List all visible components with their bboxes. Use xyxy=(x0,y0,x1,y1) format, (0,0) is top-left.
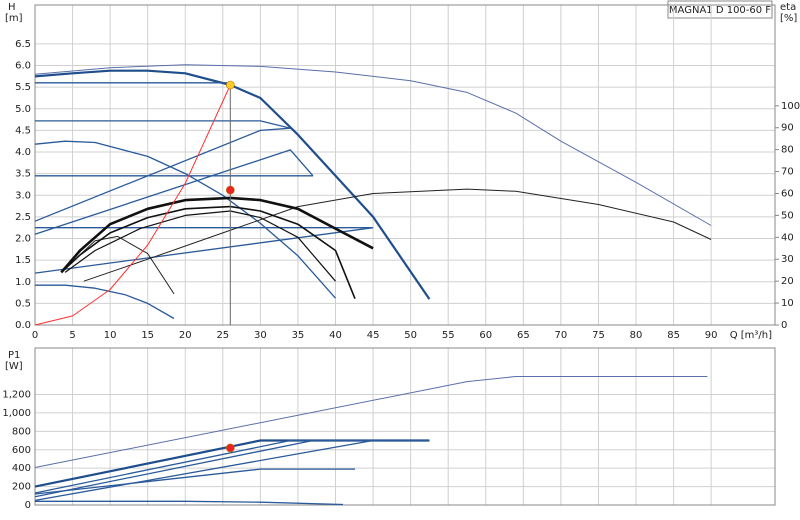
curve xyxy=(60,196,374,274)
y2-tick-label: 70 xyxy=(781,167,794,178)
y2-tick-label: 100 xyxy=(781,101,800,112)
y-tick-label: 5.0 xyxy=(15,104,31,115)
x-tick-label: 80 xyxy=(630,330,643,341)
x-tick-label: 90 xyxy=(705,330,718,341)
x-tick-label: 0 xyxy=(32,330,38,341)
chart-title: MAGNA1 D 100-60 F xyxy=(669,5,771,16)
x-tick-label: 85 xyxy=(667,330,680,341)
curve xyxy=(34,127,291,222)
y-tick-label: 1,200 xyxy=(2,390,31,401)
y-tick-label: 1.5 xyxy=(15,255,31,266)
y-tick-label: 0.5 xyxy=(15,298,31,309)
x-tick-label: 70 xyxy=(555,330,568,341)
operating-point xyxy=(226,185,235,195)
curve xyxy=(34,376,708,468)
y2-tick-label: 10 xyxy=(781,298,794,309)
x-tick-label: 45 xyxy=(367,330,380,341)
curve xyxy=(60,205,356,300)
y-tick-label: 400 xyxy=(12,463,31,474)
y2-tick-label: 50 xyxy=(781,210,794,221)
y-tick-label: 4.0 xyxy=(15,147,31,158)
y-tick-label: 0.0 xyxy=(15,320,31,331)
y-tick-label: 1.0 xyxy=(15,277,31,288)
y2-tick-label: 40 xyxy=(781,232,794,243)
plot-area xyxy=(34,4,776,326)
x-tick-label: 15 xyxy=(141,330,154,341)
y2-tick-label: 0 xyxy=(781,320,787,331)
curve xyxy=(34,64,712,226)
x-axis-label: Q [m³/h] xyxy=(730,330,772,341)
y-tick-label: 6.5 xyxy=(15,39,31,50)
y-tick-label: 6.0 xyxy=(15,61,31,72)
y-tick-label: 600 xyxy=(12,445,31,456)
y-tick-label: 3.0 xyxy=(15,190,31,201)
curve xyxy=(64,235,175,295)
curve xyxy=(35,120,291,129)
plot-frame xyxy=(34,4,776,326)
curve xyxy=(34,468,355,495)
y-tick-label: 2.5 xyxy=(15,212,31,223)
y2-axis-label: eta xyxy=(780,2,796,13)
x-tick-label: 35 xyxy=(292,330,305,341)
curve xyxy=(64,210,336,282)
y2-tick-label: 90 xyxy=(781,123,794,134)
curve xyxy=(34,439,430,502)
curve xyxy=(34,140,336,299)
plot-frame xyxy=(34,347,776,506)
y-tick-label: 4.5 xyxy=(15,125,31,136)
x-tick-label: 40 xyxy=(329,330,342,341)
y2-axis-unit: [%] xyxy=(780,13,797,24)
x-tick-label: 20 xyxy=(179,330,192,341)
x-tick-label: 10 xyxy=(104,330,117,341)
y-tick-label: 2.0 xyxy=(15,234,31,245)
x-tick-label: 60 xyxy=(479,330,492,341)
y2-tick-label: 30 xyxy=(781,254,794,265)
y-axis-label: P1 xyxy=(8,350,20,361)
curve xyxy=(34,149,314,235)
y-tick-label: 200 xyxy=(12,482,31,493)
x-tick-label: 55 xyxy=(442,330,455,341)
y-axis-label: H xyxy=(8,2,16,13)
x-tick-label: 65 xyxy=(517,330,530,341)
operating-point xyxy=(226,443,235,453)
x-tick-label: 50 xyxy=(404,330,417,341)
curve xyxy=(35,284,175,320)
y-axis-unit: [m] xyxy=(5,13,23,24)
y-tick-label: 0 xyxy=(25,500,31,511)
y-tick-label: 800 xyxy=(12,426,31,437)
y2-tick-label: 80 xyxy=(781,145,794,156)
curve xyxy=(83,188,712,282)
curve xyxy=(35,500,344,506)
x-tick-label: 30 xyxy=(254,330,267,341)
x-tick-label: 25 xyxy=(216,330,229,341)
x-tick-label: 5 xyxy=(69,330,75,341)
y-tick-label: 5.5 xyxy=(15,82,31,93)
operating-point xyxy=(226,80,235,90)
y-tick-label: 3.5 xyxy=(15,169,31,180)
y-axis-unit: [W] xyxy=(5,361,23,372)
x-tick-label: 75 xyxy=(592,330,605,341)
curve xyxy=(34,84,231,326)
y-tick-label: 1,000 xyxy=(2,408,31,419)
y2-tick-label: 20 xyxy=(781,276,794,287)
y2-tick-label: 60 xyxy=(781,188,794,199)
curve xyxy=(34,227,374,274)
